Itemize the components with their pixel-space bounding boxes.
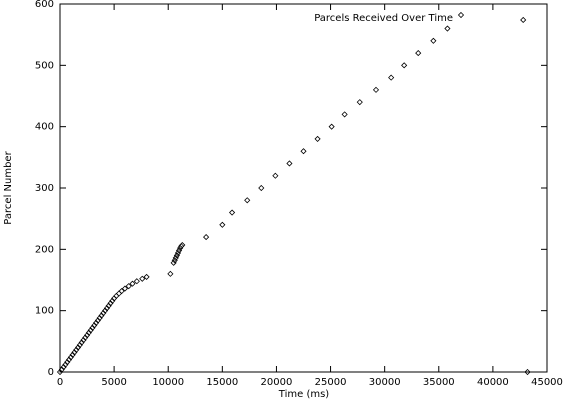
data-point — [93, 319, 100, 326]
data-point — [286, 160, 293, 167]
data-point — [388, 74, 395, 81]
x-tick-label: 15000 — [206, 377, 238, 388]
data-point — [118, 287, 125, 295]
data-point — [219, 221, 226, 228]
data-point — [121, 285, 128, 292]
data-point — [229, 209, 236, 216]
x-tick-label: 40000 — [477, 377, 509, 388]
data-point — [82, 334, 89, 341]
data-point — [98, 312, 105, 319]
data-point — [129, 280, 136, 287]
data-point — [65, 356, 73, 363]
data-point — [56, 368, 64, 376]
data-point — [71, 349, 78, 356]
data-point — [258, 184, 265, 192]
data-point — [94, 317, 101, 324]
data-point — [64, 359, 71, 366]
y-tick-label: 600 — [35, 0, 54, 10]
legend-label: Parcels Received Over Time — [314, 13, 453, 24]
data-point — [520, 16, 527, 24]
data-point — [341, 111, 348, 118]
data-point — [125, 283, 132, 290]
plot-frame — [59, 3, 548, 373]
x-tick-label: 25000 — [315, 377, 347, 388]
data-point — [172, 254, 179, 261]
data-point — [102, 307, 109, 314]
data-point — [372, 86, 380, 93]
data-point — [444, 25, 451, 32]
data-point — [85, 329, 92, 336]
x-axis-label: Time (ms) — [278, 389, 330, 400]
data-point — [415, 50, 422, 57]
data-point — [356, 99, 363, 106]
x-tick-label: 45000 — [531, 377, 563, 388]
data-point — [107, 300, 114, 307]
data-point — [83, 332, 91, 339]
data-point — [62, 361, 69, 368]
data-point — [524, 368, 531, 376]
data-point — [178, 243, 185, 250]
data-point — [167, 270, 174, 277]
data-point — [174, 249, 182, 257]
data-point — [179, 241, 186, 249]
data-point — [203, 234, 210, 241]
data-point — [100, 310, 107, 317]
legend-marker — [457, 11, 465, 19]
data-point — [272, 172, 279, 179]
data-point — [105, 302, 112, 309]
data-point — [89, 324, 96, 331]
x-tick-label: 0 — [57, 377, 63, 388]
data-point — [401, 62, 408, 69]
data-point — [300, 148, 307, 155]
data-point — [173, 252, 180, 259]
x-tick-label: 5000 — [101, 377, 126, 388]
data-point — [115, 290, 123, 297]
data-point — [430, 37, 437, 44]
data-point — [109, 297, 116, 304]
data-point — [170, 259, 177, 266]
y-tick-label: 400 — [35, 122, 54, 133]
data-point — [74, 344, 82, 351]
data-point — [91, 322, 98, 329]
data-point — [171, 257, 178, 264]
data-point — [328, 123, 335, 130]
data-point — [69, 351, 76, 358]
data-point — [133, 278, 140, 285]
y-tick-label: 0 — [48, 367, 54, 378]
data-point — [139, 275, 146, 282]
y-tick-label: 300 — [35, 183, 54, 194]
x-tick-label: 10000 — [152, 377, 184, 388]
y-axis-label: Parcel Number — [3, 150, 14, 224]
data-point — [244, 197, 251, 204]
y-tick-label: 500 — [35, 60, 54, 71]
data-point — [67, 354, 74, 361]
data-point — [60, 364, 67, 371]
data-point — [87, 327, 94, 334]
x-tick-label: 35000 — [423, 377, 455, 388]
data-point — [78, 339, 85, 346]
data-point — [143, 273, 150, 280]
data-point — [73, 346, 80, 353]
data-point — [103, 305, 110, 312]
data-point — [314, 135, 321, 142]
y-tick-label: 200 — [35, 244, 54, 255]
data-point — [80, 337, 87, 344]
data-point — [76, 341, 83, 349]
x-tick-label: 20000 — [261, 377, 293, 388]
x-tick-label: 30000 — [369, 377, 401, 388]
y-tick-label: 100 — [35, 306, 54, 317]
data-point — [58, 366, 65, 373]
data-point — [96, 314, 103, 322]
